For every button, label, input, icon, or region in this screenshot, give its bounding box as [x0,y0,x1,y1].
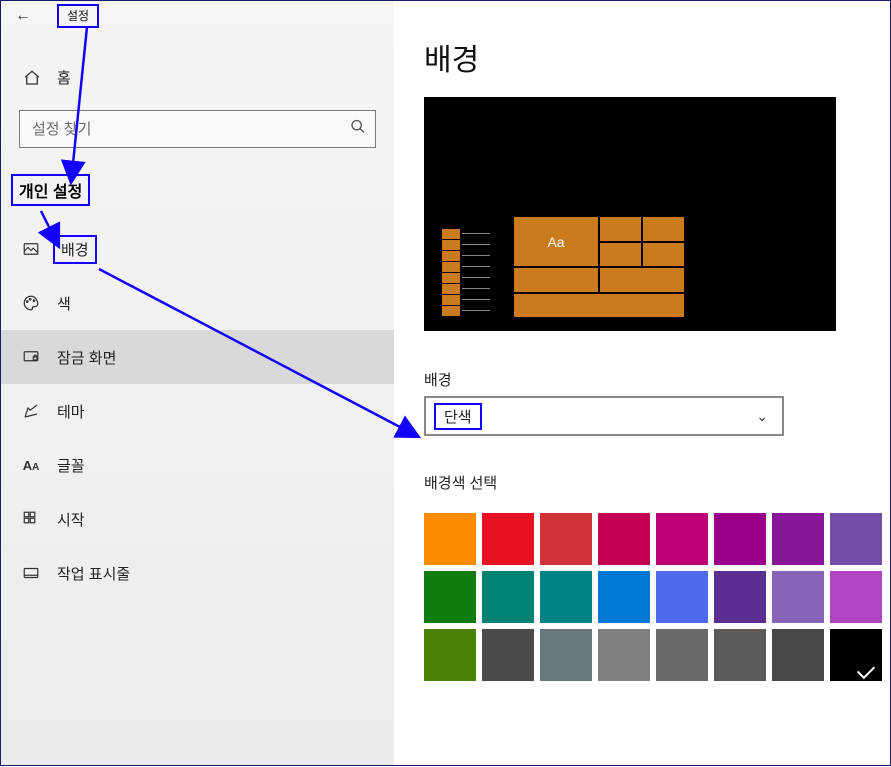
fonts-icon: AA [19,458,43,473]
color-swatch-grid [424,513,882,681]
color-swatch[interactable] [482,513,534,565]
colors-icon [19,294,43,312]
color-swatch[interactable] [424,629,476,681]
color-swatch[interactable] [714,513,766,565]
sidebar-item-start[interactable]: 시작 [1,492,394,546]
color-swatch[interactable] [830,629,882,681]
sidebar-item-background[interactable]: 배경 [1,222,394,276]
color-swatch[interactable] [772,513,824,565]
color-swatch[interactable] [482,629,534,681]
section-title: 개인 설정 [11,174,90,206]
lockscreen-icon [19,348,43,366]
sidebar-item-label: 배경 [53,235,97,264]
color-swatch[interactable] [830,513,882,565]
sidebar-item-label: 글꼴 [57,455,85,476]
color-swatch[interactable] [598,629,650,681]
sidebar-item-fonts[interactable]: AA 글꼴 [1,438,394,492]
sidebar-item-lockscreen[interactable]: 잠금 화면 [1,330,394,384]
color-swatch[interactable] [540,629,592,681]
desktop-preview: Aa [424,97,836,331]
home-label: 홈 [57,67,71,88]
color-swatch[interactable] [830,571,882,623]
home-icon [21,69,43,87]
swatch-section-label: 배경색 선택 [424,472,860,493]
search-wrap [19,110,376,148]
window-title: 설정 [57,4,99,28]
color-swatch[interactable] [598,571,650,623]
sidebar-item-label: 작업 표시줄 [57,563,130,584]
themes-icon [19,402,43,420]
page-title: 배경 [424,35,860,79]
sidebar-item-label: 색 [57,293,71,314]
color-swatch[interactable] [424,571,476,623]
titlebar: ← 설정 [1,1,394,31]
main-pane: 배경 Aa 배경 단색 ⌄ 배경색 선택 [394,1,890,765]
search-input[interactable] [19,110,376,148]
color-swatch[interactable] [598,513,650,565]
color-swatch[interactable] [772,571,824,623]
start-icon [19,510,43,528]
color-swatch[interactable] [482,571,534,623]
color-swatch[interactable] [540,513,592,565]
color-swatch[interactable] [424,513,476,565]
nav-list: 배경색잠금 화면테마 AA 글꼴시작작업 표시줄 [1,222,394,600]
chevron-down-icon: ⌄ [756,408,768,425]
color-swatch[interactable] [656,513,708,565]
bg-dropdown[interactable]: 단색 ⌄ [424,396,784,436]
color-swatch[interactable] [656,629,708,681]
preview-start-tiles: Aa [514,217,684,317]
color-swatch[interactable] [656,571,708,623]
taskbar-icon [19,564,43,582]
back-button[interactable]: ← [15,7,31,25]
home-nav[interactable]: 홈 [1,57,394,98]
sidebar-item-themes[interactable]: 테마 [1,384,394,438]
sidebar-item-label: 잠금 화면 [57,347,116,368]
settings-window: ← 설정 홈 개인 설정 배경색잠금 화면테마AA글꼴시작작업 표시줄 배경 [1,1,890,765]
preview-tile-aa: Aa [514,217,598,266]
background-icon [19,240,43,258]
color-swatch[interactable] [772,629,824,681]
sidebar: ← 설정 홈 개인 설정 배경색잠금 화면테마 AA 글꼴시작작업 표시줄 [1,1,394,765]
sidebar-item-colors[interactable]: 색 [1,276,394,330]
search-icon [350,119,366,140]
sidebar-item-taskbar[interactable]: 작업 표시줄 [1,546,394,600]
sidebar-item-label: 테마 [57,401,85,422]
color-swatch[interactable] [714,571,766,623]
bg-dropdown-value: 단색 [434,403,482,430]
color-swatch[interactable] [714,629,766,681]
color-swatch[interactable] [540,571,592,623]
preview-tasklist [442,229,460,317]
bg-dropdown-label: 배경 [424,369,860,390]
sidebar-item-label: 시작 [57,509,85,530]
section-title-wrap: 개인 설정 [1,156,394,212]
